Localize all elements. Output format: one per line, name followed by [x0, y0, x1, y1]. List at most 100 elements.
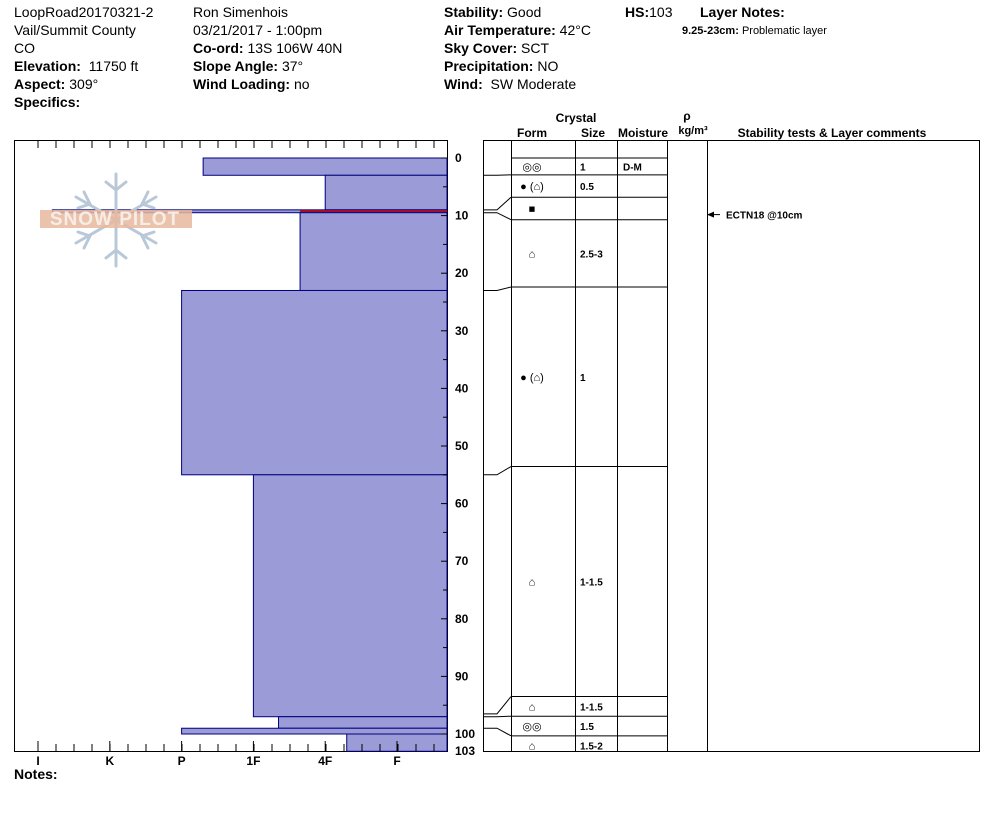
table-size: 1 [580, 162, 586, 173]
table-size: 1.5 [580, 722, 594, 733]
wind-value: SW Moderate [490, 76, 577, 92]
table-form: ◎◎ [522, 161, 541, 173]
table-form: ● (⌂) [520, 372, 544, 384]
depth-tick-label: 20 [455, 266, 469, 280]
air-temp-value: 42°C [559, 22, 591, 38]
precip-value: NO [537, 58, 559, 74]
specifics-row: Specifics: [14, 93, 153, 111]
aspect-label: Aspect: [14, 76, 66, 92]
header-density-unit: kg/m³ [678, 125, 708, 137]
wind-loading-value: no [293, 76, 310, 92]
table-headers: Crystal Form Size Moisture ρ kg/m³ Stabi… [517, 109, 927, 140]
stability-test-label: ECTN18 @10cm [726, 211, 803, 222]
slope-value: 37° [281, 58, 304, 74]
hardness-bar [202, 157, 448, 176]
air-temp-label: Air Temperature: [444, 22, 556, 38]
table-size: 1-1.5 [580, 578, 603, 589]
hardness-tick-label: K [105, 754, 114, 768]
layer-connector [483, 696, 512, 715]
layer-table: ◎◎ 1 D-M ● (⌂) 0.5 ■ ⌂ 2.5-3 ● (⌂) 1 ⌂ 1-1.5 ⌂ 1-1.5 ◎… [483, 140, 980, 753]
aspect-value: 309° [69, 76, 99, 92]
hardness-ticks: I K P 1F 4F F [36, 141, 435, 768]
table-size: 1.5-2 [580, 742, 603, 753]
air-temp-row: Air Temperature: 42°C [444, 21, 591, 39]
elevation-label: Elevation: [14, 58, 81, 74]
hardness-bars [51, 157, 448, 752]
table-moisture: D-M [623, 162, 642, 173]
observer-info: Ron Simenhois 03/21/2017 - 1:00pm Co-ord… [193, 3, 342, 93]
location: Vail/Summit County [14, 22, 136, 38]
layer-connector [483, 466, 512, 476]
elevation-value: 11750 ft [88, 58, 139, 74]
state: CO [14, 40, 35, 56]
layer-connector [483, 196, 512, 211]
depth-tick-label: 0 [455, 151, 462, 165]
slope-label: Slope Angle: [193, 58, 279, 74]
hardness-frame [14, 140, 448, 752]
hardness-bar [181, 727, 448, 735]
hardness-tick-label: I [36, 754, 39, 768]
layer-connector [483, 727, 512, 737]
conditions-info: Stability: Good Air Temperature: 42°C Sk… [444, 3, 591, 93]
aspect-row: Aspect: 309° [14, 75, 153, 93]
layer-note: 9.25-23cm: Problematic layer [682, 22, 827, 40]
stability-value: Good [507, 4, 542, 20]
depth-axis: 0 10 20 30 40 50 60 70 80 90 100 103 [441, 151, 475, 758]
hardness-tick-label: P [178, 754, 186, 768]
wind-loading-row: Wind Loading: no [193, 75, 342, 93]
table-form: ⌂ [529, 741, 536, 753]
stability-label: Stability: [444, 4, 504, 20]
stability-row: Stability: Good [444, 3, 591, 21]
sky-value: SCT [521, 40, 550, 56]
table-form: ⌂ [529, 701, 536, 713]
layer-connector [483, 212, 512, 221]
header-moisture: Moisture [618, 126, 668, 140]
table-form: ● (⌂) [520, 181, 544, 193]
hardness-tick-label: F [393, 754, 400, 768]
header-crystal: Crystal [556, 111, 597, 125]
depth-extra-label: 103 [455, 744, 475, 758]
hs-row: HS:103 [625, 3, 672, 21]
depth-tick-label: 10 [455, 209, 469, 223]
observer: Ron Simenhois [193, 4, 288, 20]
datetime: 03/21/2017 - 1:00pm [193, 22, 323, 38]
layer-note-text: Problematic layer [741, 25, 827, 37]
table-size: 0.5 [580, 182, 594, 193]
wind-loading-label: Wind Loading: [193, 76, 291, 92]
precip-label: Precipitation: [444, 58, 534, 74]
snowpilot-logo [40, 172, 192, 268]
table-size: 1 [580, 373, 586, 384]
layer-note-range: 9.25-23cm: [682, 25, 739, 37]
coord-value: 13S 106W 40N [247, 40, 343, 56]
header-comments: Stability tests & Layer comments [738, 126, 927, 140]
layer-notes-title: Layer Notes: [700, 3, 785, 21]
hardness-tick-label: 4F [318, 754, 332, 768]
depth-tick-label: 70 [455, 554, 469, 568]
layer-connector [483, 715, 512, 718]
hardness-bar [278, 716, 448, 729]
depth-tick-label: 80 [455, 612, 469, 626]
table-frame [483, 140, 980, 752]
header-form: Form [517, 126, 547, 140]
hardness-bar [324, 174, 448, 211]
coord-label: Co-ord: [193, 40, 244, 56]
site-info: LoopRoad20170321-2 Vail/Summit County CO… [14, 3, 153, 111]
table-form: ⌂ [529, 248, 536, 260]
slope-row: Slope Angle: 37° [193, 57, 342, 75]
specifics-label: Specifics: [14, 94, 81, 110]
table-size: 2.5-3 [580, 249, 603, 260]
elevation-row: Elevation: 11750 ft [14, 57, 153, 75]
snowpilot-logo-text: SNOW PILOT [49, 209, 181, 230]
layer-connector [483, 286, 512, 291]
hs-value: 103 [649, 4, 673, 20]
table-form: ⌂ [529, 577, 536, 589]
header-rho: ρ [683, 109, 690, 123]
coord-row: Co-ord: 13S 106W 40N [193, 39, 342, 57]
sky-row: Sky Cover: SCT [444, 39, 591, 57]
table-form: ◎◎ [522, 721, 541, 733]
sky-label: Sky Cover: [444, 40, 518, 56]
depth-tick-label: 30 [455, 324, 469, 338]
wind-label: Wind: [444, 76, 483, 92]
table-form: ■ [529, 203, 536, 215]
stability-test-arrow [707, 211, 714, 218]
